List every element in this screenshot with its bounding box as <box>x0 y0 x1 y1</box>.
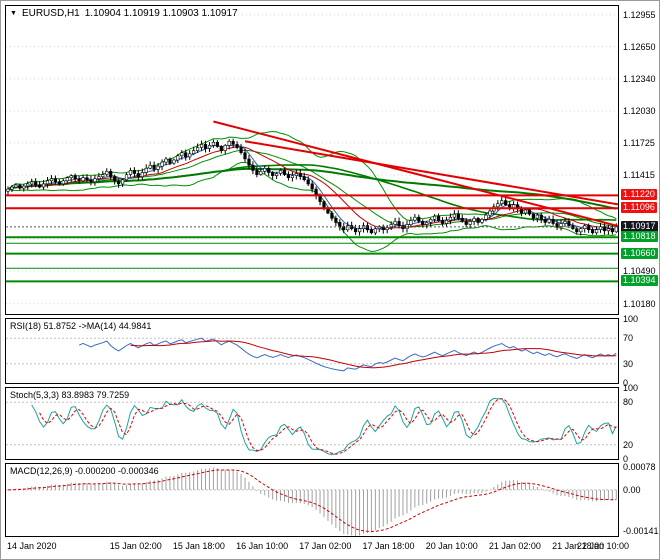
price-level-box: 1.10818 <box>621 231 658 243</box>
rsi-canvas[interactable] <box>6 319 618 383</box>
indicator-tick-label: 0 <box>623 378 629 388</box>
macd-panel[interactable]: MACD(12,26,9) -0.000200 -0.000346 <box>5 463 619 537</box>
time-tick-label: 15 Jan 02:00 <box>109 541 162 551</box>
price-tick-label: 1.10180 <box>623 298 656 309</box>
macd-label: MACD(12,26,9) -0.000200 -0.000346 <box>10 466 159 476</box>
candles-layer <box>6 138 618 236</box>
indicator-tick-label: 20 <box>623 439 634 450</box>
indicator-tick-label: 0.00078 <box>623 462 656 473</box>
stoch-d-line <box>39 398 617 455</box>
time-tick-label: 17 Jan 02:00 <box>299 541 352 551</box>
price-tick-label: 1.10490 <box>623 266 656 277</box>
stoch-k-line <box>31 397 617 456</box>
price-axis[interactable]: 1.12955 1.12650 1.12340 1.12030 1.11725 1.114… <box>621 1 659 539</box>
price-tick-label: 1.12955 <box>623 9 656 20</box>
stochastic-label: Stoch(5,3,3) 83.8983 79.7259 <box>10 390 130 400</box>
price-tick-label: 1.11415 <box>623 170 655 181</box>
macd-histogram <box>11 467 617 536</box>
macd-signal-line <box>7 469 617 533</box>
indicator-tick-label: 100 <box>623 314 639 324</box>
time-tick-label: 15 Jan 18:00 <box>172 541 225 551</box>
horizontal-levels[interactable] <box>6 194 618 283</box>
indicator-tick-label: 80 <box>623 397 634 408</box>
price-tick-label: 1.11725 <box>623 137 655 148</box>
price-level-box: 1.11220 <box>621 189 657 201</box>
time-tick-label: 21 Jan 02:00 <box>488 541 541 551</box>
indicator-tick-label: 0.00 <box>623 484 641 495</box>
rsi-panel[interactable]: RSI(18) 51.8752 ->MA(14) 44.9841 <box>5 318 619 384</box>
indicator-tick-label: 30 <box>623 358 634 369</box>
macd-canvas[interactable] <box>6 464 618 536</box>
price-tick-label: 1.12030 <box>623 106 656 117</box>
price-level-box: 1.10660 <box>621 247 658 259</box>
stochastic-canvas[interactable] <box>6 388 618 459</box>
time-tick-label: 21 Jan 18:00 <box>552 541 605 551</box>
price-tick-label: 1.12650 <box>623 41 656 52</box>
ohlc-readout: 1.10904 1.10919 1.10903 1.10917 <box>84 8 238 19</box>
trendlines[interactable] <box>213 120 618 228</box>
time-tick-label: 22 Jan 10:00 <box>577 541 630 551</box>
price-level-box: 1.10917 <box>621 220 658 232</box>
rsi-ma-line <box>130 340 617 369</box>
time-tick-label: 17 Jan 18:00 <box>362 541 415 551</box>
symbol-marker-icon[interactable]: ▼ <box>10 9 17 17</box>
time-tick-label: 20 Jan 10:00 <box>425 541 478 551</box>
indicator-tick-label: 0 <box>623 454 629 464</box>
time-tick-label: 14 Jan 2020 <box>7 541 57 551</box>
price-gridlines <box>6 14 618 305</box>
main-chart-panel[interactable]: ▼ EURUSD,H1 1.10904 1.10919 1.10903 1.10… <box>5 5 619 315</box>
price-tick-label: 1.12340 <box>623 73 656 84</box>
stochastic-panel[interactable]: Stoch(5,3,3) 83.8983 79.7259 <box>5 387 619 460</box>
chart-title: ▼ EURUSD,H1 1.10904 1.10919 1.10903 1.10… <box>10 8 238 19</box>
main-chart-canvas[interactable] <box>6 6 618 314</box>
price-level-box: 1.10394 <box>621 275 658 287</box>
time-tick-label: 16 Jan 10:00 <box>236 541 289 551</box>
indicator-tick-label: -0.00141 <box>623 525 659 536</box>
price-level-box: 1.11096 <box>621 202 657 214</box>
time-axis[interactable]: 14 Jan 2020 15 Jan 02:00 15 Jan 18:00 16 Ja… <box>1 539 659 557</box>
symbol-timeframe-label: EURUSD,H1 <box>21 8 80 19</box>
indicator-tick-label: 70 <box>623 333 634 344</box>
indicator-tick-label: 100 <box>623 383 639 393</box>
rsi-label: RSI(18) 51.8752 ->MA(14) 44.9841 <box>10 321 152 331</box>
rsi-line <box>78 337 617 372</box>
